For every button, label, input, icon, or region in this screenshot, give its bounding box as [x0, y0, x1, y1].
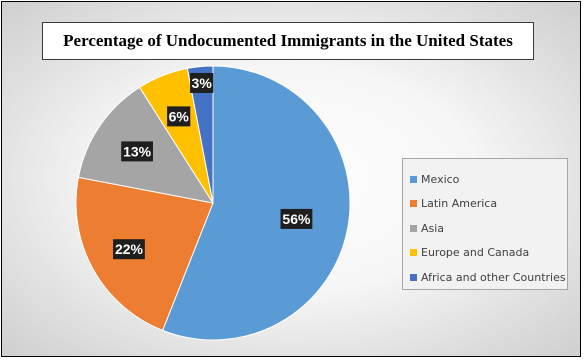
- legend-label-latin-america: Latin America: [421, 197, 498, 211]
- pie-slice-africa-other: [186, 65, 214, 204]
- data-label-mexico: 56%: [280, 208, 313, 229]
- data-label-background-europe-canada: [167, 106, 191, 127]
- data-label-text-africa-other: 3%: [192, 75, 213, 91]
- data-label-background-latin-america: [113, 239, 145, 260]
- legend-swatch-latin-america: [410, 200, 417, 208]
- data-label-text-mexico: 56%: [282, 211, 311, 227]
- legend: Mexico Latin America Asia Europe and Can…: [402, 158, 568, 290]
- legend-entry-europe-canada: Europe and Canada: [410, 241, 567, 266]
- data-label-latin-america: 22%: [113, 239, 145, 260]
- legend-entry-africa-other: Africa and other Countries: [410, 265, 567, 290]
- data-label-text-europe-canada: 6%: [169, 108, 190, 124]
- data-label-background-mexico: [280, 208, 313, 229]
- data-label-text-latin-america: 22%: [115, 241, 144, 257]
- legend-label-africa-other: Africa and other Countries: [421, 270, 566, 284]
- legend-swatch-europe-canada: [410, 249, 417, 257]
- legend-label-mexico: Mexico: [421, 172, 460, 186]
- pie-slice-mexico: [161, 65, 351, 341]
- legend-swatch-africa-other: [410, 273, 417, 281]
- legend-entry-asia: Asia: [410, 216, 567, 241]
- legend-label-asia: Asia: [421, 221, 445, 235]
- pie-chart: 56% 22% 13% 6% 3%: [75, 65, 351, 341]
- data-label-background-africa-other: [190, 72, 214, 93]
- data-label-asia: 13%: [121, 141, 153, 162]
- data-label-background-asia: [121, 141, 153, 162]
- legend-swatch-asia: [410, 224, 417, 232]
- data-label-africa-other: 3%: [190, 72, 214, 93]
- data-label-europe-canada: 6%: [167, 106, 191, 127]
- legend-label-europe-canada: Europe and Canada: [421, 246, 530, 260]
- legend-entry-latin-america: Latin America: [410, 192, 567, 217]
- chart-title: Percentage of Undocumented Immigrants in…: [42, 22, 534, 60]
- legend-entry-mexico: Mexico: [410, 167, 567, 192]
- data-label-text-asia: 13%: [123, 143, 152, 159]
- legend-swatch-mexico: [410, 175, 417, 183]
